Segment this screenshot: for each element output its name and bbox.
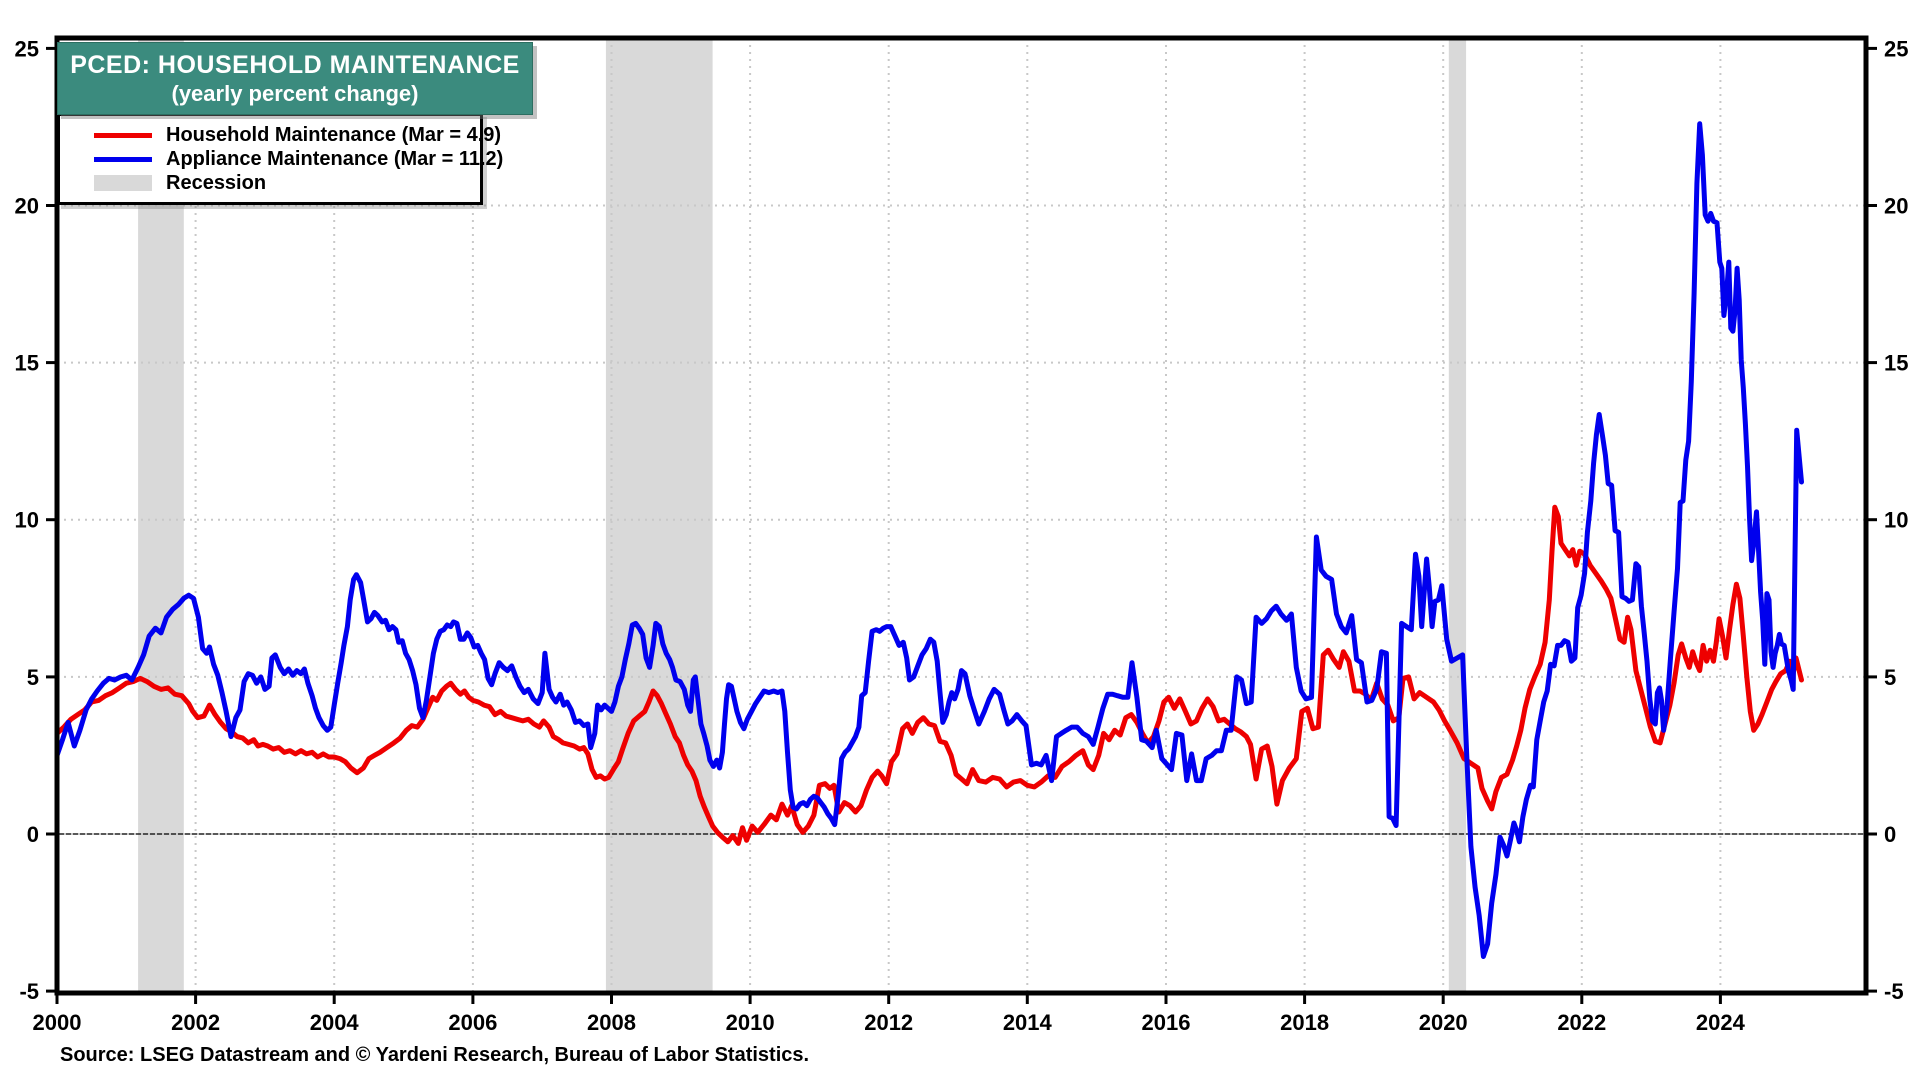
x-axis-label: 2010 <box>726 1010 775 1035</box>
axis-ticks <box>46 46 1877 1004</box>
x-axis-label: 2016 <box>1142 1010 1191 1035</box>
title-box: PCED: HOUSEHOLD MAINTENANCE (yearly perc… <box>57 42 533 115</box>
x-axis-label: 2004 <box>310 1010 360 1035</box>
x-axis-label: 2000 <box>33 1010 82 1035</box>
plot-frame <box>54 35 1869 996</box>
x-axis-label: 2024 <box>1696 1010 1746 1035</box>
x-axis-label: 2002 <box>171 1010 220 1035</box>
legend-label-appliance: Appliance Maintenance (Mar = 11.2) <box>166 147 504 170</box>
chart-title: PCED: HOUSEHOLD MAINTENANCE <box>70 50 520 79</box>
y-axis-label-left: 20 <box>15 194 39 219</box>
series-lines <box>57 121 1804 959</box>
legend: Household Maintenance (Mar = 4.9) Applia… <box>57 113 503 205</box>
recession-band <box>605 38 713 993</box>
y-axis-label-left: 10 <box>15 508 39 533</box>
y-axis-label-left: 15 <box>15 351 39 376</box>
red-line-swatch <box>94 132 152 138</box>
series-line-household-maintenance <box>57 504 1804 846</box>
y-axis-label-left: 25 <box>15 36 39 61</box>
x-axis-label: 2006 <box>448 1010 497 1035</box>
recession-band <box>1448 38 1467 993</box>
y-axis-label-left: 5 <box>27 665 39 690</box>
legend-label-household: Household Maintenance (Mar = 4.9) <box>166 123 502 146</box>
y-axis-label-right: 15 <box>1884 351 1908 376</box>
x-axis-label: 2012 <box>864 1010 913 1035</box>
y-axis-label-right: 25 <box>1884 36 1908 61</box>
x-axis-label: 2020 <box>1419 1010 1468 1035</box>
y-axis-label-right: 20 <box>1884 194 1908 219</box>
x-axis-label: 2022 <box>1557 1010 1606 1035</box>
recession-swatch <box>94 175 152 191</box>
series-line-appliance-maintenance <box>57 121 1804 959</box>
x-axis-label: 2008 <box>587 1010 636 1035</box>
source-note: Source: LSEG Datastream and © Yardeni Re… <box>60 1044 810 1066</box>
chart-subtitle: (yearly percent change) <box>171 80 419 106</box>
legend-item-recession: Recession <box>94 171 480 195</box>
legend-label-recession: Recession <box>166 171 267 194</box>
x-axis-label: 2018 <box>1280 1010 1329 1035</box>
y-axis-label-right: 0 <box>1884 822 1896 847</box>
legend-item-household-maintenance: Household Maintenance (Mar = 4.9) <box>94 123 501 147</box>
y-axis-label-right: 10 <box>1884 508 1908 533</box>
blue-line-swatch <box>94 156 152 162</box>
x-axis-label: 2014 <box>1003 1010 1053 1035</box>
y-axis-label-left: 0 <box>27 822 39 847</box>
y-axis-label-left: -5 <box>19 979 39 1004</box>
y-axis-label-right: -5 <box>1884 979 1904 1004</box>
y-axis-label-right: 5 <box>1884 665 1896 690</box>
legend-item-appliance-maintenance: Appliance Maintenance (Mar = 11.2) <box>94 147 503 171</box>
